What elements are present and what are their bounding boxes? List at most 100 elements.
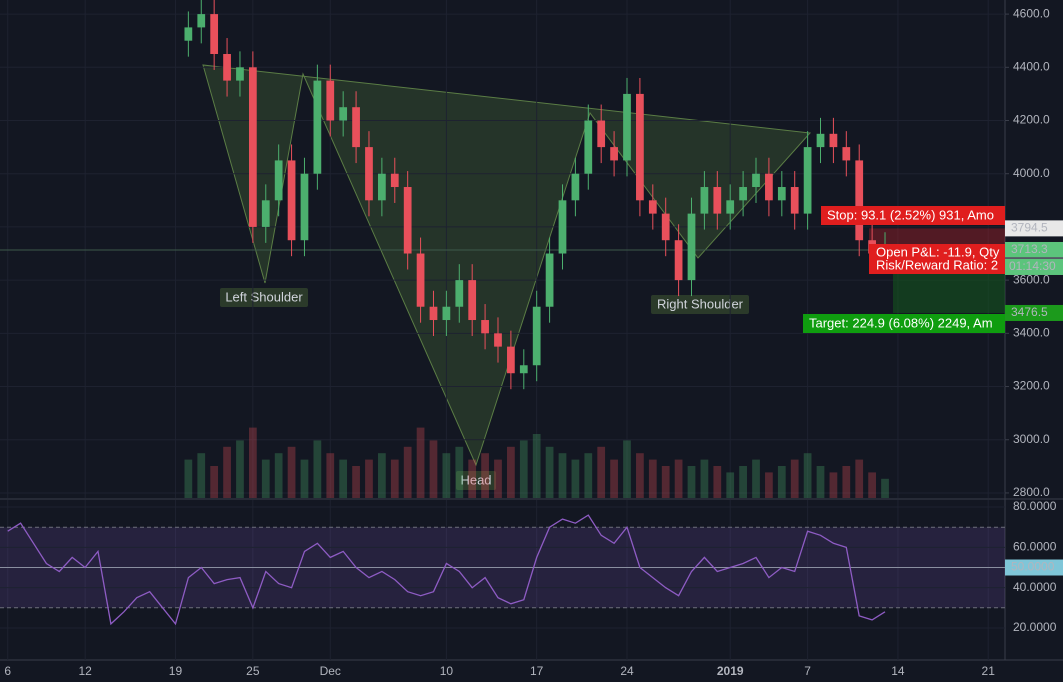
candle-body (339, 107, 348, 121)
candle-body (352, 107, 360, 148)
volume-bar (261, 459, 270, 498)
y-tick-label: 3400.0 (1013, 326, 1050, 340)
candle-body (429, 306, 438, 321)
volume-bar (739, 466, 747, 498)
price-tag (1005, 304, 1063, 321)
volume-bar (442, 453, 451, 498)
x-tick-label: 10 (440, 664, 454, 678)
volume-bar (648, 459, 657, 498)
volume-bar (184, 459, 193, 498)
candle-body (765, 173, 773, 201)
candle-body (507, 346, 515, 374)
volume-bar (803, 453, 812, 498)
candle-body (752, 173, 760, 188)
price-tag (1005, 220, 1063, 237)
volume-bar (507, 446, 515, 498)
volume-bar (313, 440, 322, 498)
volume-bar (713, 466, 722, 498)
annotation-box (456, 471, 496, 490)
candle-body (236, 67, 244, 81)
candle-body (597, 120, 606, 148)
rsi-tick-label: 60.0000 (1013, 540, 1057, 554)
x-tick-label: Dec (320, 664, 341, 678)
stop-label-box (821, 206, 1005, 225)
volume-bar (300, 459, 309, 498)
candle-body (648, 200, 657, 214)
candle-body (378, 173, 386, 201)
candle-body (687, 213, 696, 281)
volume-bar (571, 459, 580, 498)
volume-bar (378, 453, 386, 498)
candle-body (494, 333, 502, 347)
candle-body (390, 173, 399, 188)
x-tick-label: 24 (620, 664, 634, 678)
volume-bar (326, 453, 335, 498)
x-tick-label: 7 (804, 664, 811, 678)
y-tick-label: 3000.0 (1013, 432, 1050, 446)
volume-bar (352, 466, 360, 498)
volume-bar (829, 472, 838, 498)
annotation: Head (460, 472, 491, 487)
x-tick-label: 17 (530, 664, 544, 678)
countdown-tag (1005, 258, 1063, 275)
price-tag-label: 3713.3 (1011, 242, 1048, 256)
candle-body (623, 93, 631, 161)
volume-bar (236, 440, 244, 498)
candle-body (455, 280, 464, 307)
volume-bar (519, 440, 528, 498)
price-tag (1005, 241, 1063, 258)
volume-bar (765, 472, 773, 498)
target-label: Target: 224.9 (6.08%) 2249, Am (809, 315, 993, 330)
candle-body (365, 147, 373, 201)
candle-body (313, 80, 322, 174)
volume-bar (700, 459, 709, 498)
candle-body (636, 93, 644, 201)
volume-bar (597, 446, 606, 498)
candle-body (790, 187, 799, 214)
volume-bar (455, 446, 464, 498)
y-tick-label: 4200.0 (1013, 113, 1050, 127)
candle-body (571, 173, 580, 201)
price-tag-label: 3794.5 (1011, 221, 1048, 235)
volume-bar (816, 466, 825, 498)
volume-bar (287, 446, 296, 498)
pnl-box (869, 244, 1005, 274)
annotation-box (651, 295, 749, 314)
y-tick-label: 4600.0 (1013, 6, 1050, 20)
rsi-line (7, 514, 886, 626)
candle-body (184, 27, 193, 41)
stop-label: Stop: 93.1 (2.52%) 931, Amo (827, 207, 994, 222)
volume-bar (223, 446, 231, 498)
candle-body (274, 160, 283, 201)
trade-labels: Stop: 93.1 (2.52%) 931, Amo Open P&L: -1… (803, 206, 1005, 333)
volume-bar (790, 459, 799, 498)
x-tick-label: 21 (982, 664, 996, 678)
annotation-box (220, 288, 308, 307)
volume-bar (416, 427, 425, 498)
candle-body (610, 147, 618, 161)
y-tick-label: 3600.0 (1013, 272, 1050, 286)
volume-bar (468, 459, 477, 498)
countdown-label: 01:14:30 (1009, 259, 1056, 273)
rsi-level-label: 50.0000 (1011, 560, 1055, 574)
candle-body (584, 120, 593, 174)
candle-body (416, 253, 425, 307)
volume-bar (558, 453, 567, 498)
volume-bar (429, 440, 438, 498)
volume-bar (248, 427, 257, 498)
annotation: Left Shoulder (225, 289, 303, 304)
candle-body (287, 160, 296, 241)
candle-body (403, 187, 412, 254)
y-tick-label: 4400.0 (1013, 59, 1050, 73)
candle-body (468, 280, 477, 321)
volume-bar (881, 478, 889, 498)
head-shoulders-shape (202, 64, 812, 467)
price-tag-label: 3476.5 (1011, 305, 1048, 319)
volume-bar (636, 453, 644, 498)
volume-bar (494, 459, 502, 498)
candle-body (442, 306, 451, 321)
candle-body (326, 80, 335, 121)
x-tick-label: 6 (4, 664, 11, 678)
volume-bar (365, 459, 373, 498)
